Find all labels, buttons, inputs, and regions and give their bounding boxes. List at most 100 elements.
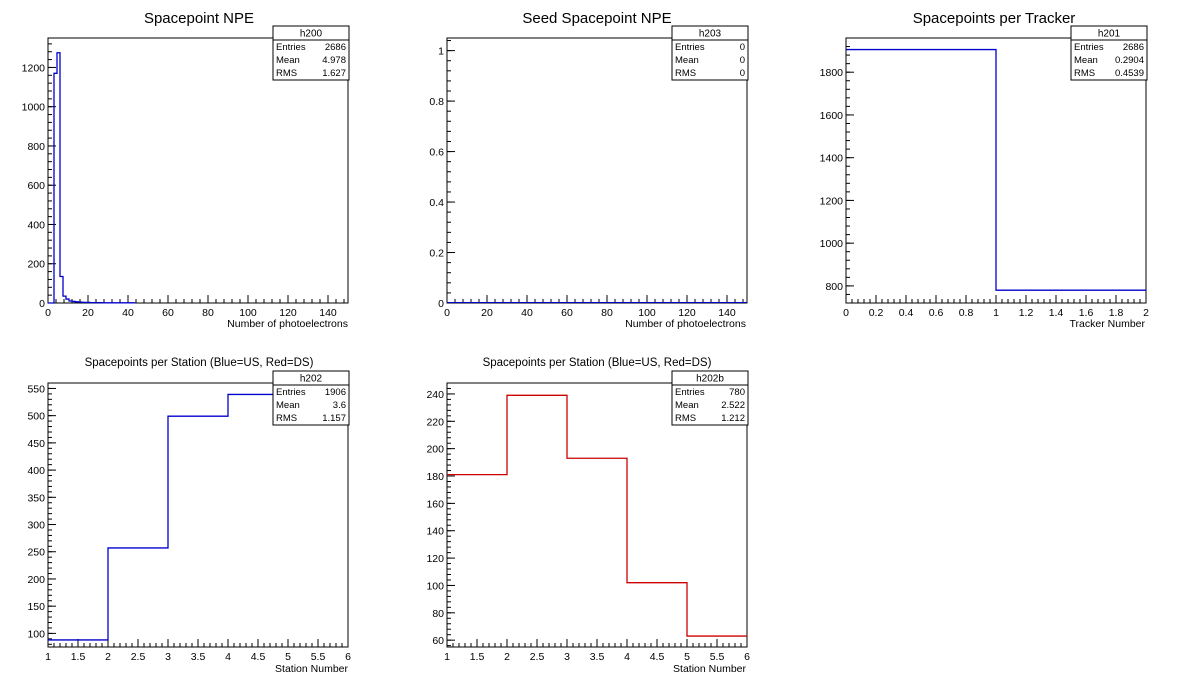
x-tick-label: 1.2 xyxy=(1019,307,1034,319)
y-tick-label: 350 xyxy=(27,492,45,504)
x-tick-label: 80 xyxy=(601,307,613,319)
stats-box-label: RMS xyxy=(675,68,696,79)
stats-box-label: Entries xyxy=(675,42,705,53)
stats-box-value: 1.157 xyxy=(322,413,346,424)
chart-title: Spacepoint NPE xyxy=(144,10,254,27)
panel-h202: Spacepoints per Station (Blue=US, Red=DS… xyxy=(27,357,351,675)
stats-box-label: Entries xyxy=(276,42,306,53)
x-tick-label: 3 xyxy=(165,651,171,663)
x-tick-label: 6 xyxy=(345,651,351,663)
stats-box: h202b Entries 780 Mean 2.522 RMS 1.212 xyxy=(671,370,749,426)
y-tick-label: 800 xyxy=(27,141,45,153)
x-tick-label: 0.4 xyxy=(899,307,914,319)
stats-box-label: Entries xyxy=(1074,42,1104,53)
x-tick-label: 0.6 xyxy=(929,307,944,319)
x-tick-label: 120 xyxy=(678,307,696,319)
stats-box: h200 Entries 2686 Mean 4.978 RMS 1.627 xyxy=(272,25,350,81)
x-tick-label: 0 xyxy=(843,307,849,319)
stats-box-value: 2686 xyxy=(325,42,346,53)
x-tick-label: 1.6 xyxy=(1079,307,1094,319)
stats-box-label: Mean xyxy=(276,55,300,66)
stats-box-frame xyxy=(272,25,350,81)
y-tick-label: 800 xyxy=(825,281,843,293)
x-tick-label: 3.5 xyxy=(191,651,206,663)
stats-box-value: 2686 xyxy=(1123,42,1144,53)
x-tick-label: 0 xyxy=(444,307,450,319)
x-tick-label: 5.5 xyxy=(311,651,326,663)
x-tick-label: 6 xyxy=(744,651,750,663)
x-tick-label: 2 xyxy=(504,651,510,663)
stats-box-frame xyxy=(272,370,350,426)
x-tick-label: 2 xyxy=(1143,307,1149,319)
histogram-line xyxy=(48,393,348,641)
stats-box: h201 Entries 2686 Mean 0.2904 RMS 0.4539 xyxy=(1070,25,1148,81)
stats-box-frame xyxy=(671,370,749,426)
panel-h200: Spacepoint NPE 0 20 40 60 80 100 120 140 0 200 400… xyxy=(22,10,350,330)
x-tick-label: 1 xyxy=(45,651,51,663)
y-tick-label: 180 xyxy=(426,471,444,483)
stats-box-label: RMS xyxy=(276,413,297,424)
x-tick-label: 140 xyxy=(319,307,337,319)
y-tick-label: 240 xyxy=(426,389,444,401)
stats-box-label: RMS xyxy=(675,413,696,424)
x-tick-label: 1.5 xyxy=(470,651,485,663)
stats-box-value: 0.2904 xyxy=(1115,55,1144,66)
x-tick-label: 5.5 xyxy=(710,651,725,663)
panel-h201: Spacepoints per Tracker 0 0.2 0.4 0.6 0.8 1 1.… xyxy=(820,10,1149,330)
histogram-line xyxy=(48,52,135,304)
y-tick-label: 0.8 xyxy=(429,96,444,108)
y-tick-label: 450 xyxy=(27,438,45,450)
stats-box-value: 1906 xyxy=(325,387,346,398)
stats-box-frame xyxy=(671,25,749,81)
y-tick-label: 1600 xyxy=(820,110,844,122)
x-axis-label: Number of photoelectrons xyxy=(227,318,348,330)
x-axis-label: Tracker Number xyxy=(1070,318,1146,330)
stats-box-label: Entries xyxy=(276,387,306,398)
x-tick-label: 2 xyxy=(105,651,111,663)
x-axis-label: Station Number xyxy=(275,663,348,675)
x-tick-label: 140 xyxy=(718,307,736,319)
x-tick-label: 3 xyxy=(564,651,570,663)
y-tick-label: 600 xyxy=(27,180,45,192)
y-tick-label: 500 xyxy=(27,411,45,423)
x-tick-label: 4 xyxy=(624,651,630,663)
stats-box-label: Mean xyxy=(276,400,300,411)
x-tick-label: 40 xyxy=(521,307,533,319)
y-tick-label: 200 xyxy=(27,259,45,271)
x-tick-label: 120 xyxy=(279,307,297,319)
stats-box-label: Mean xyxy=(675,400,699,411)
x-tick-label: 1.5 xyxy=(71,651,86,663)
y-tick-label: 140 xyxy=(426,526,444,538)
y-tick-label: 80 xyxy=(432,608,444,620)
histogram-line xyxy=(846,48,1146,291)
stats-box-value: 3.6 xyxy=(333,400,346,411)
stats-box-value: 0.4539 xyxy=(1115,68,1144,79)
x-tick-label: 0 xyxy=(45,307,51,319)
x-tick-label: 3.5 xyxy=(590,651,605,663)
y-tick-label: 300 xyxy=(27,520,45,532)
stats-box-label: Mean xyxy=(1074,55,1098,66)
y-tick-label: 100 xyxy=(27,628,45,640)
y-tick-label: 400 xyxy=(27,219,45,231)
panel-h203: Seed Spacepoint NPE 0 20 40 60 80 100 120 14000… xyxy=(429,10,749,330)
chart-title: Seed Spacepoint NPE xyxy=(522,10,671,27)
y-tick-label: 0.2 xyxy=(429,248,444,260)
stats-box-value: 0 xyxy=(740,42,745,53)
x-tick-label: 1.8 xyxy=(1109,307,1124,319)
x-tick-label: 1 xyxy=(993,307,999,319)
stats-box: h203 Entries 0 Mean 0 RMS 0 xyxy=(671,25,749,81)
y-tick-label: 0.4 xyxy=(429,197,444,209)
x-tick-label: 20 xyxy=(82,307,94,319)
y-tick-label: 0 xyxy=(438,298,444,310)
stats-box-name: h202b xyxy=(696,374,724,385)
y-tick-label: 0 xyxy=(39,298,45,310)
x-tick-label: 20 xyxy=(481,307,493,319)
y-tick-label: 1000 xyxy=(22,102,46,114)
y-tick-label: 200 xyxy=(426,444,444,456)
stats-box-name: h201 xyxy=(1098,29,1121,40)
stats-box-value: 2.522 xyxy=(721,400,745,411)
stats-box-value: 1.212 xyxy=(721,413,745,424)
stats-box-name: h203 xyxy=(699,29,722,40)
x-tick-label: 0.8 xyxy=(959,307,974,319)
